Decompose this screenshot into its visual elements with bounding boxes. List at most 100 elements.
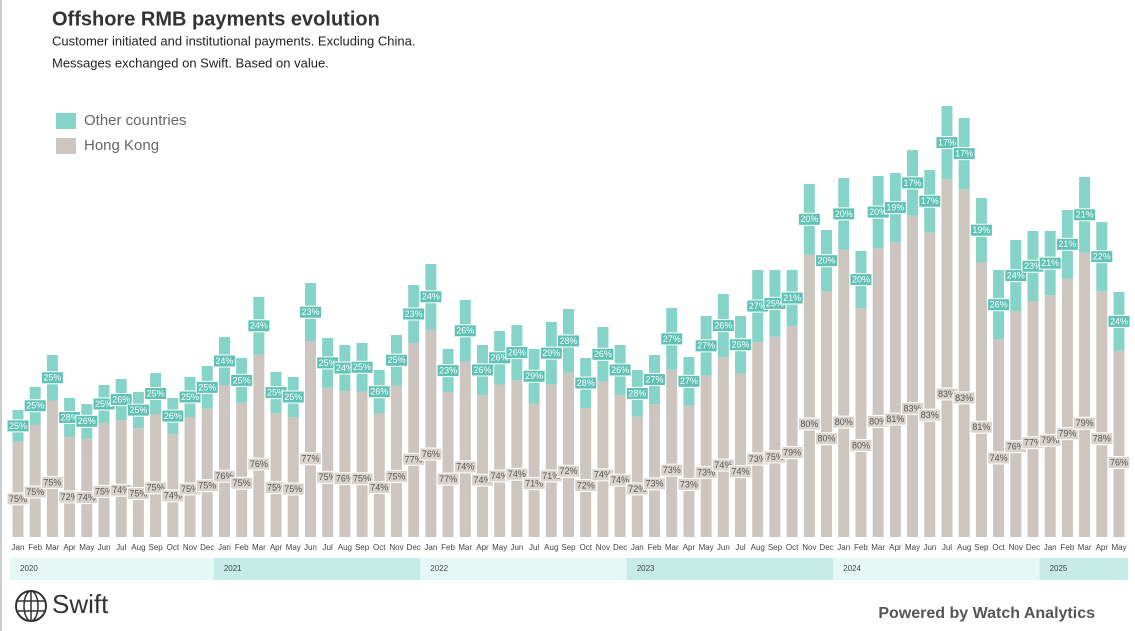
bar-segment <box>580 408 592 537</box>
label-bg <box>918 194 942 208</box>
value-label: 74% <box>714 460 732 470</box>
value-label: 72% <box>61 492 79 502</box>
year-label: 2023 <box>637 564 655 573</box>
bar-segment <box>184 417 196 537</box>
label-bg <box>625 386 649 400</box>
x-tick-label: Jun <box>717 543 730 552</box>
value-label: 74% <box>78 493 96 503</box>
value-label: 25% <box>129 405 147 415</box>
bar-segment <box>649 404 661 537</box>
subtitle: Messages exchanged on Swift. Based on va… <box>52 55 329 70</box>
legend-swatch <box>56 138 76 154</box>
label-bg <box>126 403 150 417</box>
x-tick-label: Aug <box>957 543 971 552</box>
value-label: 26% <box>990 300 1008 310</box>
bar-segment <box>253 354 265 537</box>
value-label: 81% <box>972 422 990 432</box>
label-bg <box>849 273 873 287</box>
value-label: 74% <box>990 453 1008 463</box>
label-bg <box>849 438 873 452</box>
value-label: 26% <box>714 320 732 330</box>
x-tick-label: Mar <box>1078 543 1092 552</box>
bar-segment <box>821 291 833 537</box>
value-label: 20% <box>835 209 853 219</box>
bar-segment <box>167 434 179 537</box>
value-label: 28% <box>628 388 646 398</box>
x-tick-label: Apr <box>1096 543 1109 552</box>
bar-segment <box>1096 291 1108 537</box>
value-label: 24% <box>1007 271 1025 281</box>
label-bg <box>591 347 615 361</box>
value-label: 74% <box>732 466 750 476</box>
year-label: 2021 <box>224 564 242 573</box>
value-label: 74% <box>491 471 509 481</box>
value-label: 83% <box>955 393 973 403</box>
label-bg <box>1107 456 1131 470</box>
label-bg <box>557 464 580 478</box>
value-label: 25% <box>43 373 61 383</box>
label-bg <box>815 432 839 446</box>
value-label: 27% <box>646 374 664 384</box>
value-label: 73% <box>680 479 698 489</box>
value-label: 76% <box>1007 442 1025 452</box>
value-label: 79% <box>783 448 801 458</box>
label-bg <box>780 446 804 460</box>
value-label: 75% <box>181 484 199 494</box>
value-label: 25% <box>233 375 251 385</box>
x-tick-label: Feb <box>1060 543 1074 552</box>
year-label: 2020 <box>20 564 38 573</box>
label-bg <box>436 364 460 378</box>
bar-segment <box>545 384 557 537</box>
label-bg <box>1055 427 1079 441</box>
label-bg <box>935 136 959 150</box>
value-label: 21% <box>1041 258 1059 268</box>
value-label: 75% <box>198 481 216 491</box>
label-bg <box>212 469 236 483</box>
x-tick-label: Aug <box>131 543 145 552</box>
value-label: 25% <box>284 392 302 402</box>
x-tick-label: Dec <box>407 543 421 552</box>
label-bg <box>832 207 856 221</box>
x-tick-label: Sep <box>149 543 164 552</box>
value-label: 71% <box>525 478 543 488</box>
label-bg <box>918 408 942 422</box>
x-tick-label: Feb <box>441 543 455 552</box>
value-label: 75% <box>284 484 302 494</box>
label-bg <box>608 473 632 487</box>
bar-segment <box>1044 295 1056 537</box>
x-tick-label: Aug <box>751 543 765 552</box>
label-bg <box>281 482 305 496</box>
label-bg <box>230 476 254 490</box>
value-label: 23% <box>405 309 423 319</box>
label-bg <box>195 479 219 493</box>
value-label: 80% <box>818 434 836 444</box>
value-label: 80% <box>835 417 853 427</box>
value-label: 28% <box>61 412 79 422</box>
value-label: 75% <box>267 482 285 492</box>
x-tick-label: May <box>1111 543 1126 552</box>
value-label: 79% <box>1041 435 1059 445</box>
label-bg <box>23 399 47 413</box>
value-label: 26% <box>164 411 182 421</box>
bar-segment <box>941 179 953 537</box>
value-label: 23% <box>1024 261 1042 271</box>
label-bg <box>557 334 580 348</box>
bar-segment <box>287 417 299 537</box>
x-tick-label: Mar <box>458 543 472 552</box>
bar-segment <box>322 387 334 537</box>
label-bg <box>1073 416 1097 430</box>
value-label: 25% <box>267 388 285 398</box>
value-label: 74% <box>611 475 629 485</box>
x-tick-label: Mar <box>665 543 679 552</box>
value-label: 72% <box>577 480 595 490</box>
bar-segment <box>683 405 695 537</box>
bar-segment <box>958 189 970 538</box>
x-tick-label: Apr <box>889 543 902 552</box>
value-label: 83% <box>921 410 939 420</box>
bar-segment <box>786 326 798 537</box>
bar-segment <box>339 391 351 537</box>
value-label: 79% <box>1058 429 1076 439</box>
label-bg <box>660 463 684 477</box>
